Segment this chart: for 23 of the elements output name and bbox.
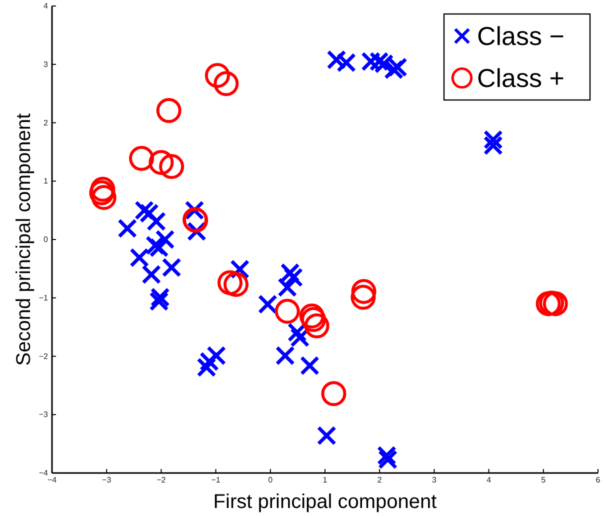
x-tick-label: 6 — [596, 476, 601, 485]
y-axis-title: Second principal component — [13, 112, 35, 366]
y-tick-label: 0 — [44, 235, 49, 244]
legend-label: Class + — [477, 63, 564, 93]
y-tick-label: −2 — [38, 352, 49, 361]
y-tick-label: 3 — [44, 60, 49, 69]
x-tick-label: −1 — [211, 476, 221, 485]
x-tick-label: 1 — [322, 476, 328, 485]
y-tick-label: 1 — [44, 176, 49, 186]
x-tick-label: 5 — [541, 476, 546, 485]
x-tick-label: 0 — [268, 476, 274, 485]
x-tick-label: −3 — [102, 476, 112, 485]
x-tick-label: 2 — [377, 476, 382, 485]
x-tick-label: 3 — [432, 476, 437, 485]
y-tick-label: 4 — [44, 2, 49, 11]
legend-label: Class − — [477, 21, 564, 51]
x-tick-label: −2 — [156, 476, 166, 485]
x-tick-label: 4 — [486, 476, 492, 485]
y-tick-label: −4 — [38, 468, 49, 478]
y-tick-label: −1 — [38, 293, 49, 302]
y-tick-label: 2 — [44, 118, 49, 128]
x-axis-title: First principal component — [213, 491, 438, 513]
y-tick-label: −3 — [38, 410, 49, 420]
